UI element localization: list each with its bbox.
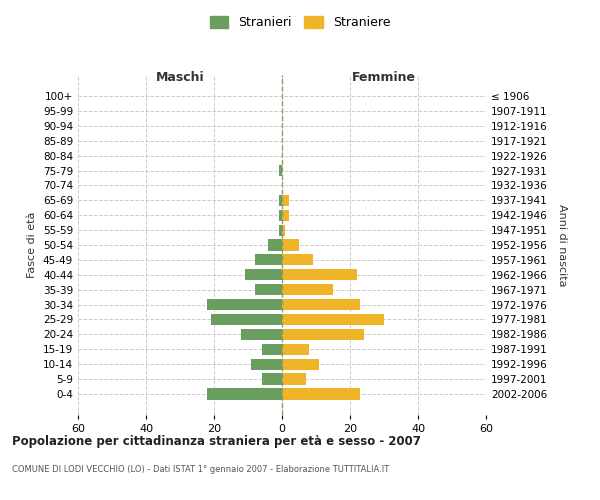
Bar (278, 210, 282, 221)
Bar (282, 314, 384, 325)
Bar (282, 240, 299, 250)
Bar (282, 358, 319, 370)
Legend: Stranieri, Straniere: Stranieri, Straniere (205, 11, 395, 34)
Bar (241, 329, 282, 340)
Bar (282, 388, 360, 400)
Bar (282, 284, 333, 296)
Bar (282, 374, 306, 384)
Bar (282, 210, 289, 221)
Bar (282, 329, 364, 340)
Bar (278, 165, 282, 176)
Bar (251, 358, 282, 370)
Bar (282, 224, 286, 235)
Y-axis label: Fasce di età: Fasce di età (28, 212, 37, 278)
Bar (255, 284, 282, 296)
Bar (282, 254, 313, 266)
Text: Popolazione per cittadinanza straniera per età e sesso - 2007: Popolazione per cittadinanza straniera p… (12, 435, 421, 448)
Y-axis label: Anni di nascita: Anni di nascita (557, 204, 567, 286)
Bar (268, 240, 282, 250)
Bar (245, 269, 282, 280)
Text: Maschi: Maschi (155, 71, 205, 84)
Bar (207, 388, 282, 400)
Bar (282, 344, 309, 355)
Bar (262, 344, 282, 355)
Bar (282, 269, 357, 280)
Bar (211, 314, 282, 325)
Bar (278, 224, 282, 235)
Text: COMUNE DI LODI VECCHIO (LO) - Dati ISTAT 1° gennaio 2007 - Elaborazione TUTTITAL: COMUNE DI LODI VECCHIO (LO) - Dati ISTAT… (12, 465, 389, 474)
Bar (282, 194, 289, 206)
Bar (282, 299, 360, 310)
Bar (255, 254, 282, 266)
Text: Femmine: Femmine (352, 71, 416, 84)
Bar (262, 374, 282, 384)
Bar (207, 299, 282, 310)
Bar (278, 194, 282, 206)
